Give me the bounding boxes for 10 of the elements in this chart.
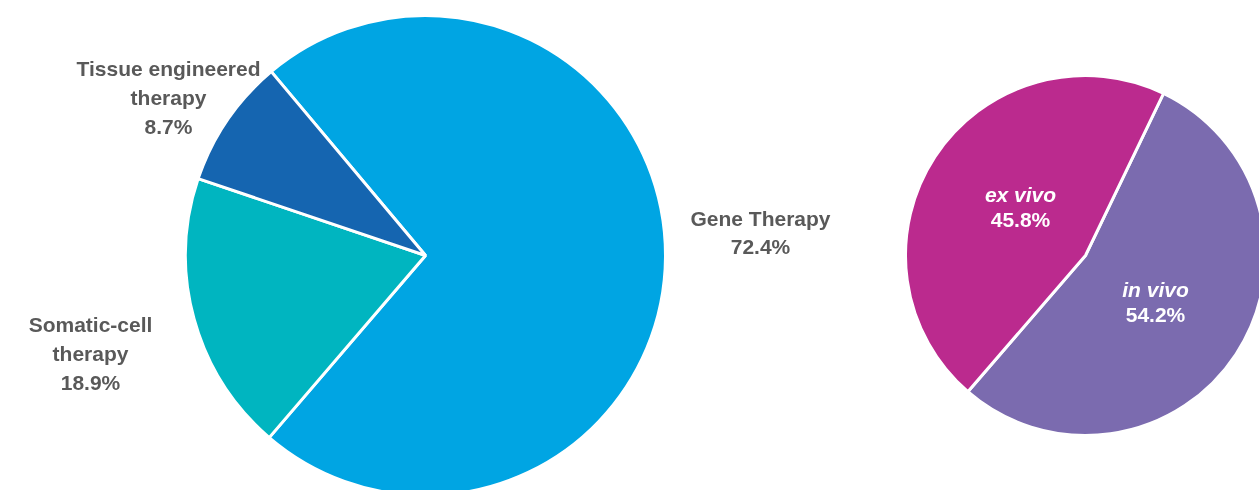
- slice-label: in vivo: [1122, 278, 1189, 301]
- slice-label: Gene Therapy: [690, 206, 831, 230]
- data-label: 8.7%: [144, 114, 193, 138]
- slice-label: ex vivo: [984, 183, 1057, 206]
- data-label: 45.8%: [990, 208, 1051, 231]
- slice-label: Tissue engineered therapy: [76, 57, 261, 109]
- data-label: 54.2%: [1125, 303, 1186, 326]
- data-label: 18.9%: [60, 370, 121, 394]
- data-label: 72.4%: [730, 235, 791, 259]
- slice-label: Somatic-cell therapy: [28, 313, 153, 365]
